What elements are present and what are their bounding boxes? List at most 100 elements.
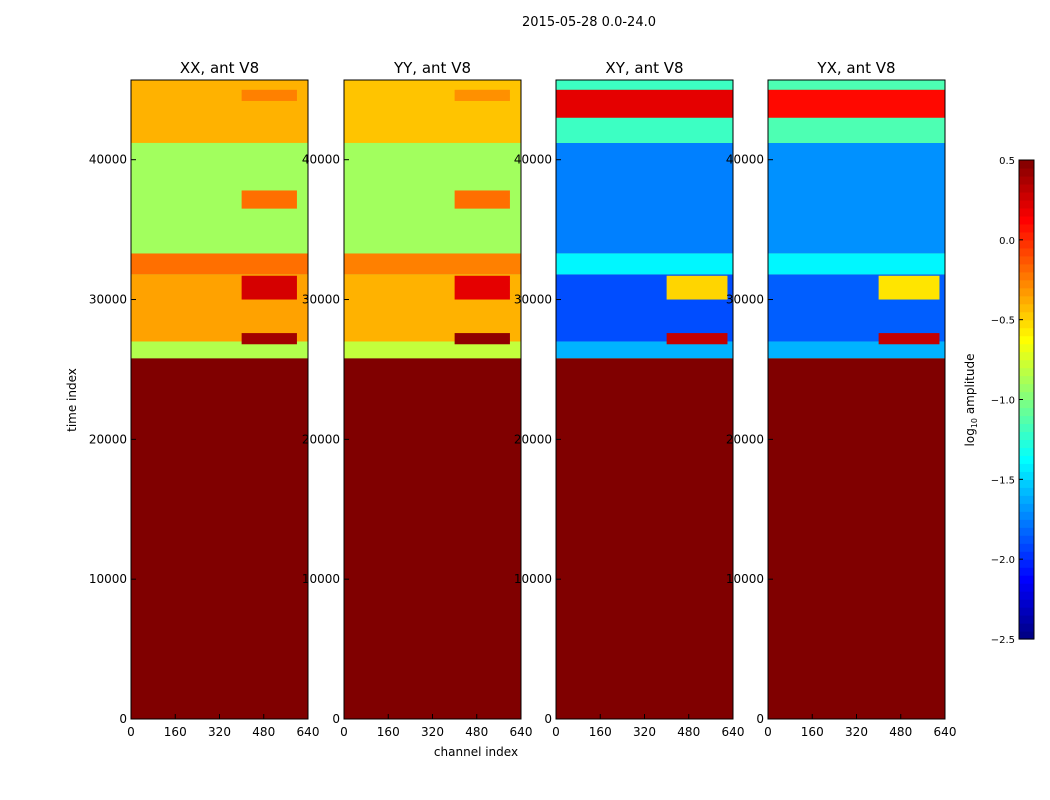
heatmap-band <box>344 341 521 359</box>
heatmap-band <box>556 253 733 275</box>
y-tick-label: 30000 <box>89 293 127 307</box>
colorbar-segment <box>1019 311 1034 321</box>
heatmap-segment <box>454 275 510 300</box>
y-tick-label: 20000 <box>89 432 127 446</box>
colorbar-segment <box>1019 591 1034 600</box>
y-tick-label: 0 <box>544 712 552 726</box>
heatmap-segment <box>454 190 510 209</box>
x-tick-label: 320 <box>633 725 656 739</box>
colorbar-segment <box>1019 487 1034 496</box>
colorbar-segment <box>1019 463 1034 472</box>
x-tick-label: 480 <box>465 725 488 739</box>
colorbar-segment <box>1019 199 1034 209</box>
heatmap-segment <box>241 190 297 209</box>
x-tick-label: 480 <box>677 725 700 739</box>
colorbar-segment <box>1019 223 1034 233</box>
heatmap-segment <box>241 275 297 300</box>
x-tick-label: 0 <box>340 725 348 739</box>
colorbar-segment <box>1019 239 1034 249</box>
colorbar-segment <box>1019 383 1034 393</box>
x-tick-label: 160 <box>801 725 824 739</box>
colorbar-segment <box>1019 359 1034 369</box>
colorbar-segment <box>1019 455 1034 464</box>
heatmap-band <box>768 358 945 719</box>
colorbar: 0.5 0.0 −0.5 −1.0 −1.5 −2.0 −2.5 <box>991 156 1035 646</box>
y-axis-label: time index <box>65 368 79 432</box>
colorbar-segment <box>1019 255 1034 265</box>
heatmap-band <box>131 80 308 143</box>
x-tick-label: 320 <box>845 725 868 739</box>
colorbar-segment <box>1019 423 1034 433</box>
heatmap-band <box>768 253 945 275</box>
heatmap-band <box>131 253 308 275</box>
heatmap-segment <box>878 333 940 345</box>
colorbar-segment <box>1019 175 1034 185</box>
heatmap-segment <box>454 89 510 101</box>
colorbar-tick-label: 0.5 <box>999 156 1015 167</box>
heatmap-band <box>344 80 521 143</box>
colorbar-segment <box>1019 183 1034 193</box>
y-tick-label: 30000 <box>726 293 764 307</box>
heatmap-band <box>768 142 945 254</box>
colorbar-segment <box>1019 343 1034 353</box>
heatmap-band <box>556 142 733 254</box>
x-tick-label: 480 <box>252 725 275 739</box>
heatmap-panel: YX, ant V8 0 160 320 480 640 0 10000 20000 30000 4… <box>726 59 957 739</box>
panel-title: XY, ant V8 <box>605 59 683 77</box>
colorbar-segment <box>1019 567 1034 576</box>
x-tick-label: 640 <box>722 725 745 739</box>
heatmap-segment <box>241 333 297 345</box>
colorbar-segment <box>1019 247 1034 257</box>
y-tick-label: 40000 <box>302 153 340 167</box>
colorbar-segment <box>1019 559 1034 568</box>
colorbar-segment <box>1019 287 1034 297</box>
x-axis-label: channel index <box>434 745 518 759</box>
x-tick-label: 160 <box>589 725 612 739</box>
x-tick-label: 0 <box>764 725 772 739</box>
heatmap-band <box>768 341 945 359</box>
colorbar-segment <box>1019 511 1034 520</box>
x-tick-label: 640 <box>297 725 320 739</box>
heatmap-band <box>344 358 521 719</box>
colorbar-tick-label: −2.0 <box>991 555 1015 566</box>
x-tick-label: 0 <box>552 725 560 739</box>
heatmap-band <box>131 341 308 359</box>
heatmap-segment <box>241 89 297 101</box>
y-tick-label: 20000 <box>726 432 764 446</box>
colorbar-tick-label: 0.0 <box>999 236 1015 247</box>
colorbar-segment <box>1019 575 1034 584</box>
colorbar-segment <box>1019 271 1034 281</box>
colorbar-segment <box>1019 391 1034 401</box>
colorbar-segment <box>1019 207 1034 217</box>
heatmap-panel: XY, ant V8 0 160 320 480 640 0 10000 20000 30000 4… <box>514 59 745 739</box>
colorbar-segment <box>1019 479 1034 488</box>
colorbar-segment <box>1019 543 1034 552</box>
heatmap-panel: XX, ant V8 0 160 320 480 640 0 10000 20000 30000 4… <box>89 59 320 739</box>
panel-title: YX, ant V8 <box>816 59 895 77</box>
x-tick-label: 160 <box>377 725 400 739</box>
colorbar-label: log10 amplitude <box>963 354 979 447</box>
y-tick-label: 10000 <box>89 572 127 586</box>
heatmap-panel: YY, ant V8 0 160 320 480 640 0 10000 20000 30000 4… <box>302 59 533 739</box>
colorbar-segment <box>1019 327 1034 337</box>
y-tick-label: 10000 <box>726 572 764 586</box>
y-tick-label: 10000 <box>302 572 340 586</box>
colorbar-segment <box>1019 527 1034 536</box>
colorbar-segment <box>1019 431 1034 441</box>
heatmap-segment <box>666 275 728 300</box>
x-tick-label: 0 <box>127 725 135 739</box>
colorbar-segment <box>1019 367 1034 377</box>
colorbar-segment <box>1019 263 1034 273</box>
panel-title: XX, ant V8 <box>180 59 259 77</box>
colorbar-tick-label: −1.5 <box>991 475 1015 486</box>
x-tick-label: 320 <box>421 725 444 739</box>
colorbar-segment <box>1019 495 1034 504</box>
heatmap-band <box>556 358 733 719</box>
colorbar-segment <box>1019 303 1034 313</box>
colorbar-segment <box>1019 231 1034 241</box>
colorbar-segment <box>1019 607 1034 616</box>
colorbar-segment <box>1019 599 1034 608</box>
colorbar-segment <box>1019 471 1034 480</box>
heatmap-segment <box>768 89 945 118</box>
